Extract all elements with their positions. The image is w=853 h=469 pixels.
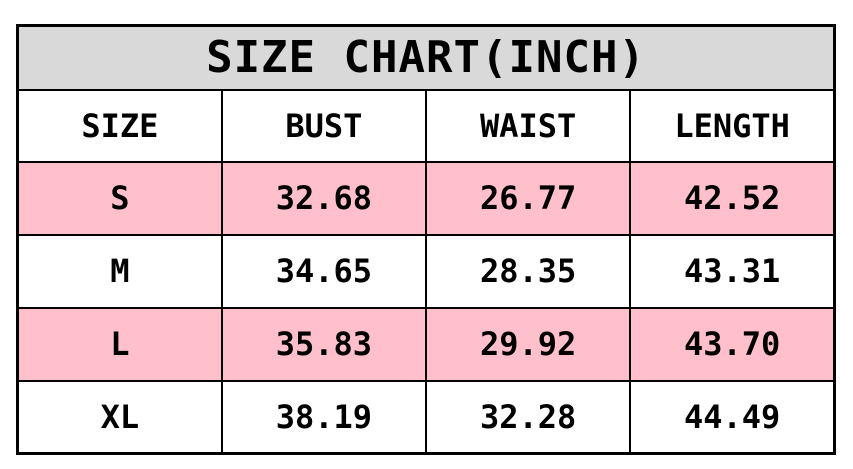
cell-waist: 26.77 — [424, 160, 632, 236]
column-header-waist: WAIST — [424, 88, 632, 163]
cell-bust: 32.68 — [220, 160, 428, 236]
cell-bust: 38.19 — [220, 379, 428, 455]
cell-length: 43.70 — [629, 306, 836, 382]
table-row-l: L 35.83 29.92 43.70 — [16, 306, 836, 382]
cell-waist: 29.92 — [424, 306, 632, 382]
title-row: SIZE CHART(INCH) — [16, 24, 836, 91]
chart-title: SIZE CHART(INCH) — [16, 24, 836, 91]
cell-bust: 35.83 — [220, 306, 428, 382]
column-header-size: SIZE — [16, 88, 223, 163]
cell-size: XL — [16, 379, 223, 455]
cell-length: 43.31 — [629, 233, 836, 309]
cell-length: 42.52 — [629, 160, 836, 236]
cell-size: L — [16, 306, 223, 382]
cell-length: 44.49 — [629, 379, 836, 455]
cell-waist: 32.28 — [424, 379, 632, 455]
table-row-xl: XL 38.19 32.28 44.49 — [16, 379, 836, 455]
cell-bust: 34.65 — [220, 233, 428, 309]
cell-size: S — [16, 160, 223, 236]
table-row-m: M 34.65 28.35 43.31 — [16, 233, 836, 309]
cell-waist: 28.35 — [424, 233, 632, 309]
header-row: SIZE BUST WAIST LENGTH — [16, 88, 836, 163]
column-header-bust: BUST — [220, 88, 428, 163]
cell-size: M — [16, 233, 223, 309]
table-row-s: S 32.68 26.77 42.52 — [16, 160, 836, 236]
column-header-length: LENGTH — [629, 88, 836, 163]
size-chart-table: SIZE CHART(INCH) SIZE BUST WAIST LENGTH … — [16, 24, 836, 455]
